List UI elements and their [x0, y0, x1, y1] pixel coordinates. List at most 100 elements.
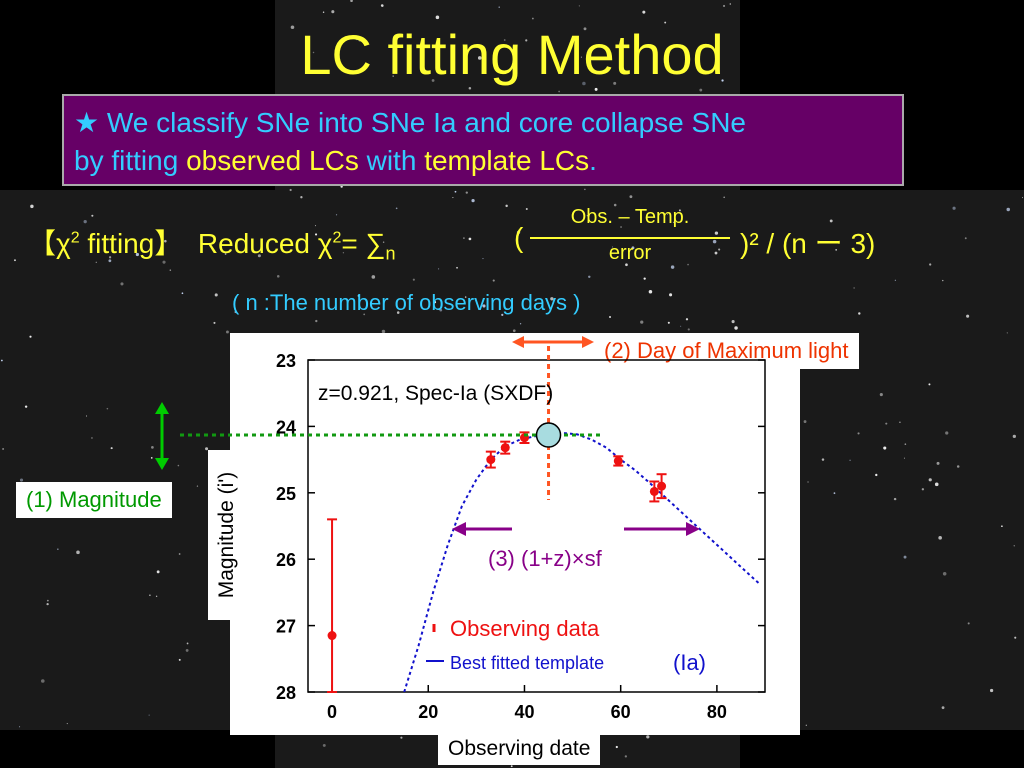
star	[550, 297, 554, 301]
star	[680, 325, 682, 327]
star	[492, 279, 495, 282]
star	[420, 43, 423, 47]
formula-sum: = ∑	[341, 228, 386, 259]
star	[431, 79, 435, 82]
star	[583, 27, 587, 31]
star	[205, 447, 209, 451]
star	[586, 214, 589, 217]
star	[558, 90, 560, 93]
star	[611, 246, 614, 248]
star	[835, 249, 838, 251]
formula-sum-subscript: n	[385, 243, 396, 264]
star	[2, 447, 5, 450]
legend-template-label: Best fitted template	[450, 653, 604, 673]
star	[989, 688, 994, 693]
star	[631, 246, 635, 250]
star	[482, 258, 484, 260]
fraction-numerator: Obs. – Temp.	[570, 206, 690, 228]
x-axis-label: Observing date	[438, 733, 601, 765]
magnitude-arrow-head-bottom	[155, 458, 169, 470]
star	[57, 548, 59, 550]
star	[929, 263, 932, 266]
x-tick-label: 60	[611, 702, 631, 722]
star	[609, 316, 612, 319]
star	[967, 622, 970, 625]
star	[1022, 197, 1024, 199]
star	[964, 237, 967, 240]
fraction-bar	[530, 237, 730, 239]
star	[582, 81, 586, 86]
star	[322, 743, 326, 747]
star	[663, 61, 665, 63]
star	[155, 595, 158, 597]
y-tick-label: 26	[276, 550, 296, 570]
star	[435, 15, 440, 20]
y-tick-label: 27	[276, 617, 296, 637]
star	[412, 278, 415, 281]
star	[734, 326, 738, 330]
data-point-5	[649, 486, 659, 496]
star	[853, 287, 855, 289]
star	[465, 191, 468, 194]
star	[30, 204, 34, 209]
star	[956, 465, 960, 468]
star	[83, 220, 87, 224]
star	[894, 279, 896, 281]
star	[14, 259, 16, 262]
star	[821, 458, 825, 461]
star	[1013, 545, 1015, 547]
star	[335, 214, 338, 216]
star	[966, 314, 970, 318]
star	[290, 25, 295, 30]
star	[331, 10, 335, 14]
formula-reduced-exponent: 2	[332, 229, 342, 247]
formula-open-paren: (	[514, 222, 524, 253]
star	[314, 233, 318, 236]
y-tick-label: 28	[276, 683, 296, 703]
star	[525, 207, 528, 211]
star	[95, 261, 97, 263]
intro-line-2-part-a: by fitting	[74, 145, 187, 176]
x-tick-label: 20	[418, 702, 438, 722]
star	[468, 87, 472, 90]
star	[224, 253, 227, 255]
formula-chi-exponent: 2	[70, 229, 80, 247]
stretch-label: (3) (1+z)×sf	[488, 546, 603, 571]
data-point-6	[657, 481, 667, 491]
star	[395, 207, 398, 210]
data-point-0	[327, 631, 337, 641]
template-curve	[403, 431, 761, 692]
star	[664, 21, 667, 24]
star	[613, 203, 617, 207]
star	[899, 421, 901, 423]
star	[936, 461, 940, 465]
star	[921, 488, 925, 491]
star	[300, 196, 303, 199]
star	[482, 304, 486, 308]
star	[938, 536, 942, 540]
star	[501, 313, 504, 316]
formula-bracket-close: 】	[154, 228, 183, 259]
star	[86, 415, 88, 417]
intro-line-2-part-d: template LCs	[424, 145, 590, 176]
star	[464, 296, 467, 298]
star	[928, 383, 931, 386]
y-axis-label-background	[208, 450, 246, 620]
star	[1014, 636, 1017, 639]
star	[392, 75, 394, 77]
x-tick-label: 80	[707, 702, 727, 722]
star	[149, 594, 151, 596]
star	[712, 239, 717, 244]
star	[108, 259, 112, 263]
star	[41, 679, 45, 683]
star	[151, 446, 154, 449]
chart-annotation: z=0.921, Spec-Ia (SXDF)	[318, 382, 553, 405]
star	[903, 555, 907, 559]
star	[722, 4, 726, 8]
star	[0, 359, 3, 362]
star	[510, 765, 513, 768]
star	[452, 196, 454, 199]
formula-reduced: Reduced χ	[197, 228, 333, 259]
star	[648, 289, 653, 294]
star	[928, 478, 932, 482]
